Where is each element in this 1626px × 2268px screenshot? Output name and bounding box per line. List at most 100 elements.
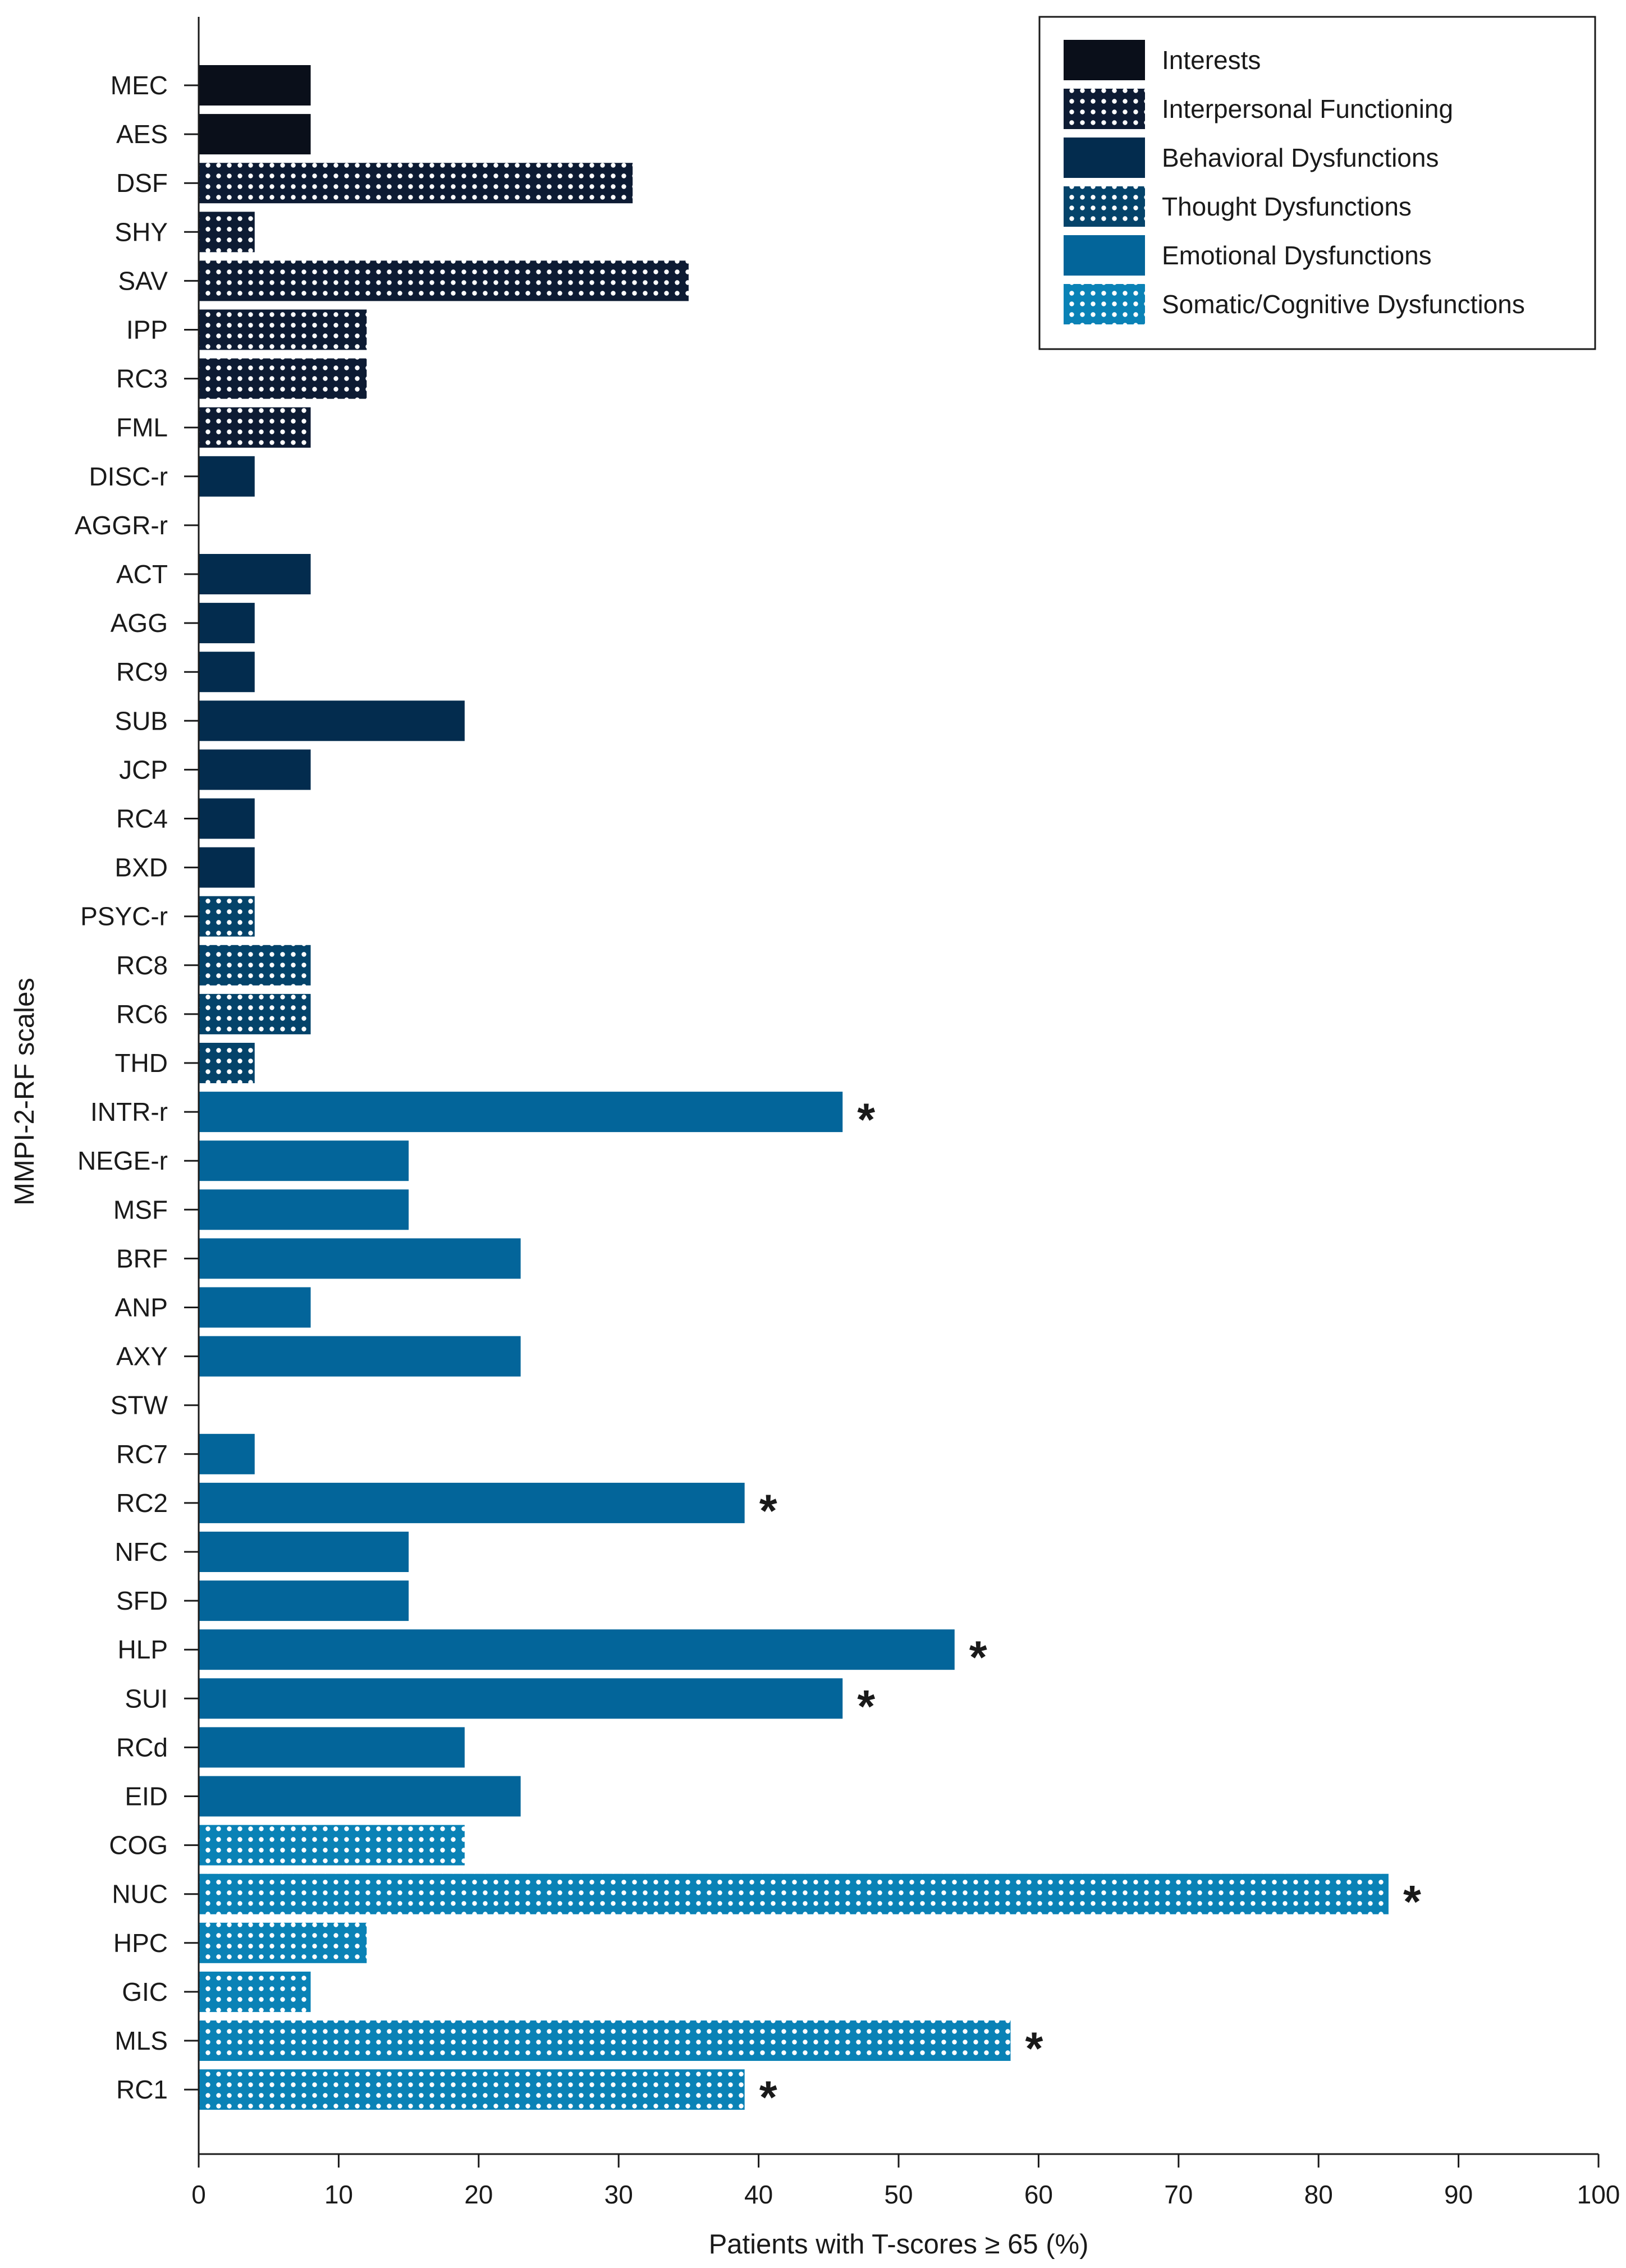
y-tick-label-rcd: RCd xyxy=(116,1733,168,1762)
bar-sav xyxy=(199,260,689,301)
x-tick-labels: 0 10 20 30 40 50 60 70 80 90 100 xyxy=(191,2154,1620,2209)
significance-marker-mls: * xyxy=(1025,2023,1043,2074)
bar-rcd xyxy=(199,1727,465,1768)
x-axis-title: Patients with T-scores ≥ 65 (%) xyxy=(709,2229,1089,2260)
y-axis-title: MMPI-2-RF scales xyxy=(10,978,40,1206)
y-tick-label-bxd: BXD xyxy=(114,853,168,882)
bar-shy xyxy=(199,212,255,253)
x-tick-label-50: 50 xyxy=(884,2180,913,2209)
y-tick-label-intr-r: INTR-r xyxy=(90,1097,168,1126)
y-tick-label-rc3: RC3 xyxy=(116,364,168,393)
x-tick-label-40: 40 xyxy=(744,2180,773,2209)
bar-fml xyxy=(199,407,311,448)
legend-swatch-beh xyxy=(1064,138,1145,178)
y-tick-label-hlp: HLP xyxy=(118,1635,168,1664)
y-tick-label-rc4: RC4 xyxy=(116,804,168,833)
legend-label-int: Interests xyxy=(1162,45,1261,75)
bar-rc9 xyxy=(199,652,255,693)
bar-agg xyxy=(199,603,255,644)
significance-marker-hlp: * xyxy=(969,1632,987,1683)
legend-swatch-som xyxy=(1064,284,1145,324)
bar-hlp xyxy=(199,1629,955,1670)
y-tick-label-shy: SHY xyxy=(114,217,168,246)
y-tick-label-aggr-r: AGGR-r xyxy=(75,511,168,540)
bar-psyc-r xyxy=(199,896,255,937)
legend-swatch-ipf xyxy=(1064,89,1145,129)
y-tick-label-fml: FML xyxy=(116,413,168,442)
bar-axy xyxy=(199,1336,521,1377)
y-tick-label-brf: BRF xyxy=(116,1244,168,1273)
bar-disc-r xyxy=(199,456,255,497)
y-tick-label-nfc: NFC xyxy=(114,1537,168,1566)
x-tick-label-70: 70 xyxy=(1164,2180,1193,2209)
x-tick-label-60: 60 xyxy=(1024,2180,1053,2209)
bar-msf xyxy=(199,1189,409,1230)
y-tick-label-nuc: NUC xyxy=(112,1880,168,1909)
bar-sub xyxy=(199,700,465,741)
legend: Interests Interpersonal Functioning Behavi… xyxy=(1038,16,1596,350)
y-tick-label-rc2: RC2 xyxy=(116,1488,168,1518)
bar-rc1 xyxy=(199,2069,745,2110)
bar-sfd xyxy=(199,1580,409,1621)
legend-swatch-thd xyxy=(1064,186,1145,227)
y-tick-label-rc8: RC8 xyxy=(116,951,168,980)
bar-rc4 xyxy=(199,798,255,839)
bar-sui xyxy=(199,1678,843,1719)
y-tick-label-msf: MSF xyxy=(113,1195,168,1224)
y-tick-label-sui: SUI xyxy=(125,1684,168,1713)
x-tick-label-100: 100 xyxy=(1577,2180,1620,2209)
y-tick-label-rc6: RC6 xyxy=(116,1000,168,1029)
bars-layer: * * * * * * * xyxy=(199,65,1421,2123)
bar-jcp xyxy=(199,749,311,790)
legend-swatch-int xyxy=(1064,40,1145,80)
x-tick-label-20: 20 xyxy=(464,2180,493,2209)
bar-dsf xyxy=(199,163,633,204)
significance-marker-nuc: * xyxy=(1403,1877,1421,1928)
significance-marker-rc1: * xyxy=(759,2072,777,2123)
y-tick-label-mec: MEC xyxy=(111,71,168,100)
y-tick-label-act: ACT xyxy=(116,560,168,589)
bar-anp xyxy=(199,1287,311,1328)
y-tick-label-ipp: IPP xyxy=(126,315,168,345)
bar-cog xyxy=(199,1825,465,1866)
legend-label-emo: Emotional Dysfunctions xyxy=(1162,241,1432,270)
legend-label-thd: Thought Dysfunctions xyxy=(1162,192,1412,221)
y-tick-label-aes: AES xyxy=(116,120,168,149)
y-tick-label-dsf: DSF xyxy=(116,168,168,198)
bar-hpc xyxy=(199,1922,367,1963)
y-tick-label-hpc: HPC xyxy=(113,1928,168,1958)
y-tick-label-eid: EID xyxy=(125,1782,168,1811)
legend-label-beh: Behavioral Dysfunctions xyxy=(1162,143,1439,172)
bar-nuc xyxy=(199,1873,1389,1914)
bar-eid xyxy=(199,1776,521,1817)
legend-swatch-emo xyxy=(1064,235,1145,276)
x-tick-label-0: 0 xyxy=(191,2180,206,2209)
bar-nege-r xyxy=(199,1140,409,1181)
y-tick-label-cog: COG xyxy=(109,1831,168,1860)
y-tick-label-sub: SUB xyxy=(114,706,168,735)
y-tick-label-rc7: RC7 xyxy=(116,1440,168,1469)
y-tick-label-sav: SAV xyxy=(118,266,168,295)
significance-marker-intr-r: * xyxy=(857,1094,875,1146)
bar-nfc xyxy=(199,1532,409,1572)
y-tick-label-axy: AXY xyxy=(116,1342,168,1371)
y-tick-label-nege-r: NEGE-r xyxy=(77,1146,168,1175)
y-tick-label-sfd: SFD xyxy=(116,1586,168,1615)
y-tick-label-agg: AGG xyxy=(111,608,168,638)
bar-bxd xyxy=(199,847,255,888)
y-tick-label-jcp: JCP xyxy=(119,755,168,784)
y-tick-label-thd: THD xyxy=(114,1048,168,1078)
bar-mec xyxy=(199,65,311,106)
x-tick-label-80: 80 xyxy=(1304,2180,1333,2209)
bar-act xyxy=(199,554,311,594)
bar-brf xyxy=(199,1238,521,1279)
y-tick-label-rc1: RC1 xyxy=(116,2075,168,2104)
y-tick-labels: MEC AES DSF SHY SAV IPP RC3 FML DISC-r AGGR-r ACT A… xyxy=(75,71,199,2104)
bar-ipp xyxy=(199,309,367,350)
bar-gic xyxy=(199,1971,311,2012)
bar-rc2 xyxy=(199,1482,745,1523)
y-tick-label-psyc-r: PSYC-r xyxy=(80,902,168,931)
y-tick-label-disc-r: DISC-r xyxy=(89,462,168,491)
bar-rc3 xyxy=(199,358,367,399)
